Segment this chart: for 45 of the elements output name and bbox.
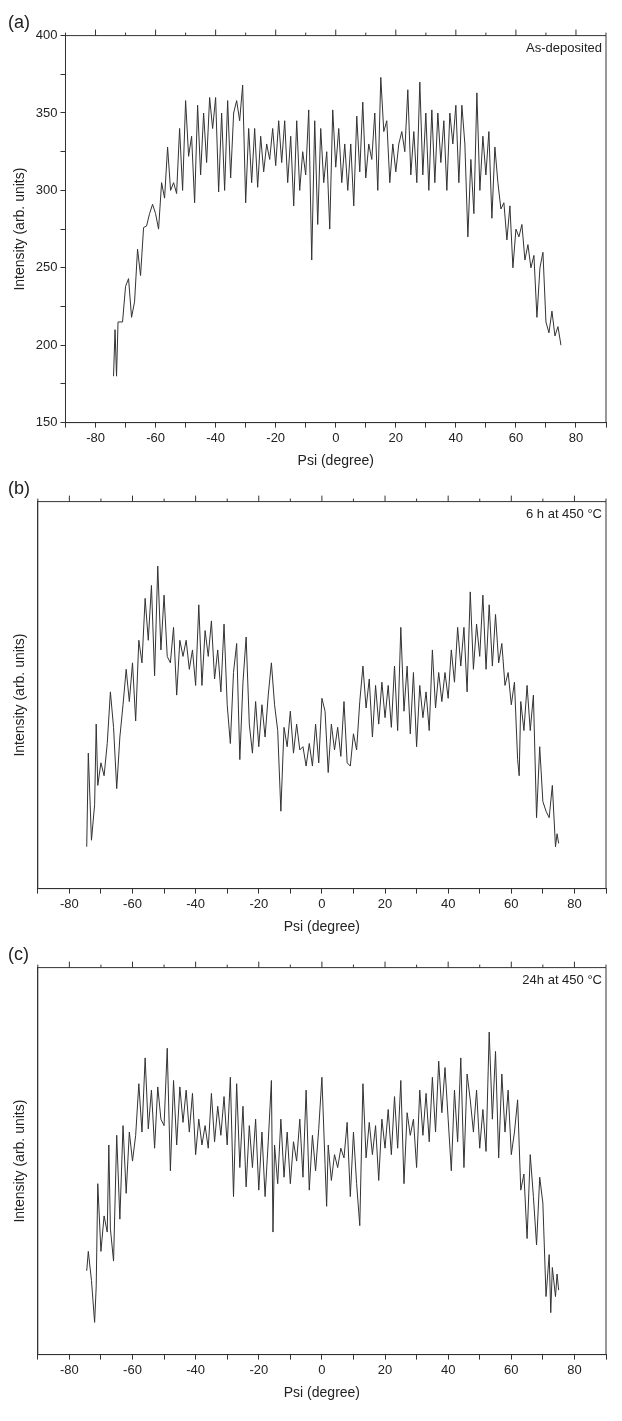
y-tick-label: 350	[35, 104, 58, 120]
text: 6 h at 450 °C	[525, 505, 602, 521]
x-axis-title: Psi (degree)	[283, 1384, 361, 1401]
y-axis-title: Intensity (arb. units)	[11, 167, 28, 291]
y-axis-title: Intensity (arb. units)	[11, 1099, 28, 1223]
x-tick-label: 80	[567, 1361, 582, 1377]
x-tick-label: 80	[568, 429, 584, 445]
x-tick-label: 20	[388, 429, 404, 445]
x-tick-label: -20	[266, 429, 286, 445]
chart-title: (b)	[8, 477, 30, 498]
x-tick-label: 0	[318, 895, 326, 911]
x-tick-label: -80	[59, 895, 79, 911]
x-tick-label: 0	[318, 1361, 326, 1377]
x-tick-label: -20	[249, 895, 269, 911]
x-tick-label: 60	[508, 429, 524, 445]
x-tick-label: 20	[377, 895, 393, 911]
x-tick-label: -20	[249, 1361, 269, 1377]
x-tick-label: 40	[440, 1361, 456, 1377]
y-tick-label: 200	[35, 336, 58, 352]
x-tick-label: -80	[86, 429, 105, 445]
x-axis-title: Psi (degree)	[297, 452, 374, 469]
x-tick-label: 40	[448, 429, 464, 445]
x-tick-label: -60	[123, 1361, 142, 1377]
x-tick-label: -60	[123, 895, 142, 911]
x-tick-label: 80	[567, 895, 582, 911]
y-tick-label: 250	[35, 259, 58, 275]
x-tick-label: -40	[206, 429, 226, 445]
x-tick-label: 20	[377, 1361, 393, 1377]
chart-title: (c)	[8, 943, 29, 964]
y-tick-label: 400	[35, 27, 58, 43]
y-axis-title: Intensity (arb. units)	[11, 633, 28, 757]
x-tick-label: 0	[332, 429, 340, 445]
x-tick-label: 60	[504, 895, 519, 911]
x-tick-label: -40	[186, 1361, 206, 1377]
x-tick-label: -60	[146, 429, 165, 445]
x-tick-label: 60	[504, 1361, 519, 1377]
x-tick-label: 40	[440, 895, 456, 911]
y-tick-label: 300	[35, 181, 58, 197]
x-tick-label: -40	[186, 895, 206, 911]
chart-title: (a)	[8, 11, 30, 32]
x-tick-label: -80	[59, 1361, 79, 1377]
annotation: As-deposited	[526, 39, 602, 55]
x-axis-title: Psi (degree)	[283, 918, 361, 935]
y-tick-label: 150	[35, 414, 58, 430]
text: 24h at 450 °C	[522, 971, 602, 987]
